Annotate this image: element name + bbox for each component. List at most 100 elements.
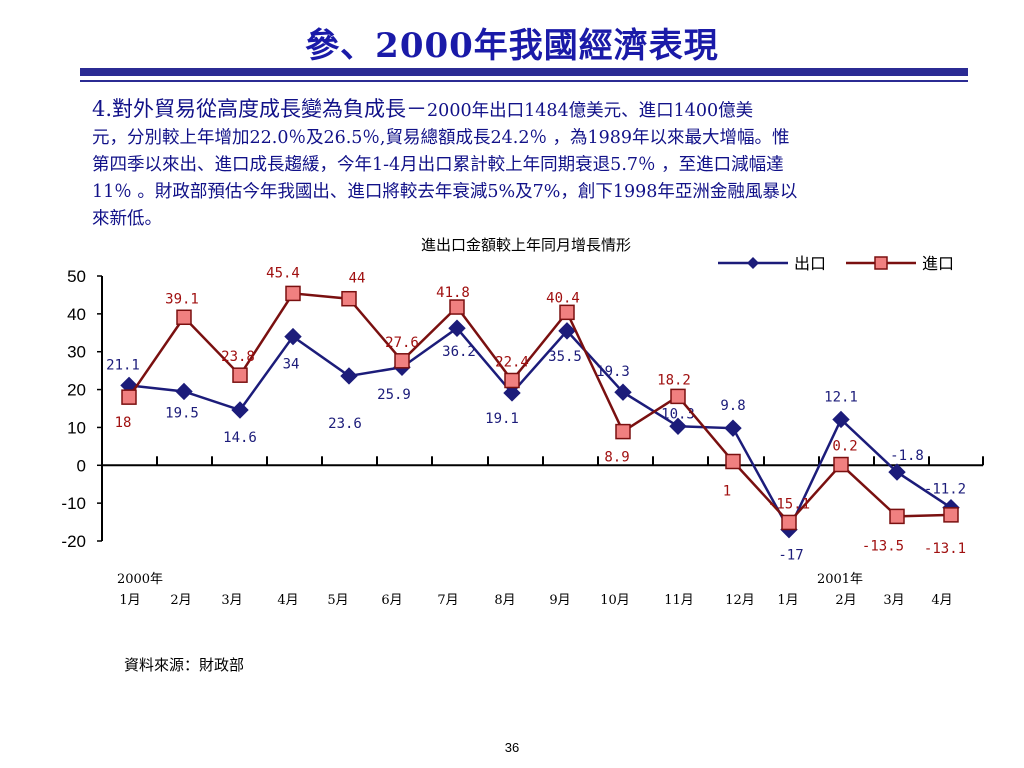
x-tick-label: 4月 <box>931 593 952 608</box>
export-point <box>284 327 302 346</box>
x-tick-label: 5月 <box>327 593 348 608</box>
import-data-label: 8.9 <box>604 450 629 466</box>
import-data-label: 18 <box>115 415 132 431</box>
import-data-label: -13.1 <box>924 541 966 557</box>
import-data-label: -13.5 <box>862 538 904 554</box>
y-tick-label: 40 <box>67 305 86 324</box>
import-point <box>615 423 631 440</box>
series-line-import <box>127 292 952 525</box>
import-data-label: 27.6 <box>385 335 419 351</box>
paragraph-lead: 4.對外貿易從高度成長變為負成長－ <box>92 97 428 121</box>
import-point <box>781 514 797 531</box>
series-line-export <box>128 326 952 533</box>
import-point <box>725 453 741 470</box>
x-tick-label: 1月 <box>119 593 140 608</box>
export-data-label: -1.8 <box>890 448 924 464</box>
title-divider-thin <box>80 80 968 82</box>
data-source-note: 資料來源：財政部 <box>124 656 245 674</box>
y-tick-label: -20 <box>61 532 86 551</box>
paragraph-line-2: 元，分別較上年增加22.0％及26.5％,貿易總額成長24.2％ ，為1989年… <box>92 128 790 148</box>
x-tick-label: 4月 <box>277 593 298 608</box>
y-tick-label: 50 <box>67 267 86 286</box>
paragraph-line-4: 11％ 。財政部預估今年我國出、進口將較去年衰減5%及7%，創下1998年亞洲金… <box>92 182 798 202</box>
legend-marker-import <box>874 256 888 270</box>
import-data-label: 40.4 <box>546 290 580 306</box>
page-number: 36 <box>504 740 520 755</box>
import-data-label: 39.1 <box>165 291 199 307</box>
import-point <box>285 285 301 302</box>
export-data-label: 21.1 <box>106 357 140 373</box>
x-tick-label: 10月 <box>600 593 630 608</box>
import-point <box>670 388 686 405</box>
export-data-label: 14.6 <box>223 430 257 446</box>
import-point <box>121 389 137 405</box>
y-tick-label: 10 <box>67 418 86 437</box>
export-data-label: 23.6 <box>328 416 362 432</box>
paragraph-line-3: 第四季以來出、進口成長趨緩，今年1-4月出口累計較上年同期衰退5.7％ ，至進口… <box>92 155 784 175</box>
chart-title: 進出口金額較上年同月增長情形 <box>421 236 631 254</box>
x-tick-label: 8月 <box>494 593 515 608</box>
paragraph-line-5: 來新低。 <box>92 209 162 229</box>
year-label: 2000年 <box>117 572 163 587</box>
export-data-label: 9.8 <box>720 398 745 414</box>
x-tick-label: 2月 <box>170 593 191 608</box>
paragraph-text-1: 2000年出口1484億美元、進口1400億美 <box>427 101 754 121</box>
export-data-label: -17 <box>778 548 803 564</box>
export-point <box>340 367 358 385</box>
x-tick-label: 12月 <box>725 593 755 608</box>
import-data-label: 41.8 <box>436 285 470 301</box>
year-label: 2001年 <box>817 572 863 587</box>
x-tick-label: 6月 <box>381 593 402 608</box>
export-point <box>231 401 249 419</box>
x-tick-label: 9月 <box>549 593 570 608</box>
x-tick-label: 7月 <box>437 593 458 608</box>
legend-label: 進口 <box>922 254 954 273</box>
y-tick-label: -10 <box>61 494 86 513</box>
export-data-label: 19.5 <box>165 405 199 421</box>
import-point <box>394 353 410 369</box>
legend-marker-export <box>747 257 759 269</box>
export-point <box>614 383 632 401</box>
export-point <box>888 463 906 481</box>
export-data-label: 19.3 <box>596 364 630 380</box>
y-tick-label: 20 <box>67 381 86 400</box>
export-point <box>175 382 193 401</box>
import-data-label: 1 <box>723 484 731 500</box>
x-tick-label: 1月 <box>777 593 798 608</box>
page-title: 參、2000年我國經濟表現 <box>305 26 719 66</box>
legend-label: 出口 <box>794 254 826 273</box>
import-point <box>176 309 192 326</box>
export-point <box>832 410 850 429</box>
export-point <box>558 322 576 340</box>
import-data-label: 22.4 <box>495 354 529 370</box>
import-point <box>833 456 849 473</box>
export-point <box>503 384 521 402</box>
import-point <box>943 507 959 523</box>
export-point <box>724 419 742 437</box>
export-data-label: -11.2 <box>924 482 966 498</box>
import-data-label: 45.4 <box>266 265 300 281</box>
import-data-label: 23.8 <box>221 349 255 365</box>
export-data-label: 35.5 <box>548 349 582 365</box>
x-tick-label: 11月 <box>664 593 694 608</box>
import-point <box>504 372 520 389</box>
export-data-label: 25.9 <box>377 387 411 403</box>
export-data-label: 12.1 <box>824 389 858 405</box>
import-data-label: 0.2 <box>832 439 857 455</box>
import-point <box>559 304 575 321</box>
export-data-label: 34 <box>283 357 300 373</box>
import-point <box>889 508 905 525</box>
export-point <box>448 319 466 337</box>
import-data-label: -15.1 <box>768 496 810 512</box>
export-point <box>669 417 687 435</box>
x-tick-label: 3月 <box>883 593 904 608</box>
y-tick-label: 30 <box>67 343 86 362</box>
title-divider-thick <box>80 68 968 76</box>
import-point <box>232 367 248 383</box>
export-data-label: 19.1 <box>485 411 519 427</box>
export-data-label: 10.3 <box>661 406 695 422</box>
import-point <box>341 290 357 307</box>
import-point <box>449 299 465 315</box>
export-data-label: 36.2 <box>442 344 476 360</box>
